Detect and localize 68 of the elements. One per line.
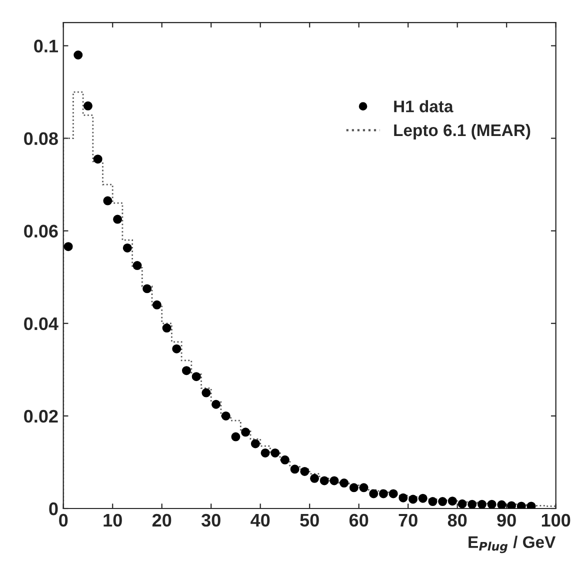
point: [103, 196, 112, 206]
x-tick-label: 70: [398, 514, 418, 527]
point: [418, 494, 428, 503]
x-tick-label: 90: [497, 514, 516, 527]
legend-label: Lepto 6.1 (MEAR): [394, 124, 530, 140]
point: [93, 154, 102, 164]
point: [526, 502, 536, 508]
point: [448, 496, 457, 506]
point: [83, 101, 92, 110]
point: [487, 500, 496, 508]
y-tick-label: 0.04: [24, 317, 58, 330]
point: [142, 284, 152, 294]
point: [212, 400, 221, 409]
point: [468, 500, 477, 508]
x-tick-label: 80: [448, 514, 467, 527]
point: [359, 483, 368, 492]
x-tick-label: 40: [250, 514, 270, 527]
point: [172, 344, 182, 354]
point: [310, 474, 320, 483]
point: [280, 455, 290, 464]
point: [202, 388, 211, 398]
point: [250, 439, 260, 448]
y-tick-label: 0.06: [24, 224, 58, 238]
point: [438, 497, 448, 506]
point: [74, 50, 83, 60]
point: [320, 476, 329, 486]
point: [270, 448, 280, 458]
point: [458, 499, 467, 508]
point: [122, 243, 132, 252]
point: [349, 483, 358, 492]
x-tick-label: 0: [59, 514, 68, 527]
point: [507, 501, 516, 508]
point: [260, 448, 270, 458]
x-tick-label: 20: [152, 514, 172, 527]
legend-label: H1 data: [394, 100, 454, 112]
x-tick-label: 10: [104, 514, 122, 527]
point: [388, 489, 398, 498]
y-tick-label: 0.1: [34, 40, 58, 52]
point: [64, 242, 73, 252]
y-tick-label: 0.08: [24, 132, 58, 146]
point: [300, 466, 310, 476]
x-tick-label: 30: [201, 514, 220, 527]
point: [477, 500, 486, 508]
point: [408, 494, 418, 504]
x-tick-label: 100: [542, 514, 570, 527]
point: [192, 372, 201, 382]
y-tick-label: 0: [49, 502, 58, 516]
point: [340, 478, 349, 488]
point: [241, 428, 250, 437]
y-tick-label: 0.02: [24, 410, 58, 423]
point: [290, 464, 300, 474]
point: [378, 489, 388, 498]
point: [369, 489, 378, 498]
x-tick-label: 50: [300, 514, 319, 527]
point: [516, 502, 526, 508]
point: [497, 500, 506, 508]
point: [428, 497, 438, 506]
point: [182, 366, 191, 376]
x-axis-title: E$_{Plug}$ / GeV: [468, 536, 556, 554]
point: [330, 476, 339, 486]
point: [231, 432, 240, 442]
point: [113, 214, 122, 224]
point: [132, 261, 142, 270]
point: [221, 411, 230, 420]
point: [162, 324, 172, 333]
point: [152, 300, 162, 310]
x-tick-label: 60: [349, 514, 368, 527]
point: [398, 493, 408, 502]
